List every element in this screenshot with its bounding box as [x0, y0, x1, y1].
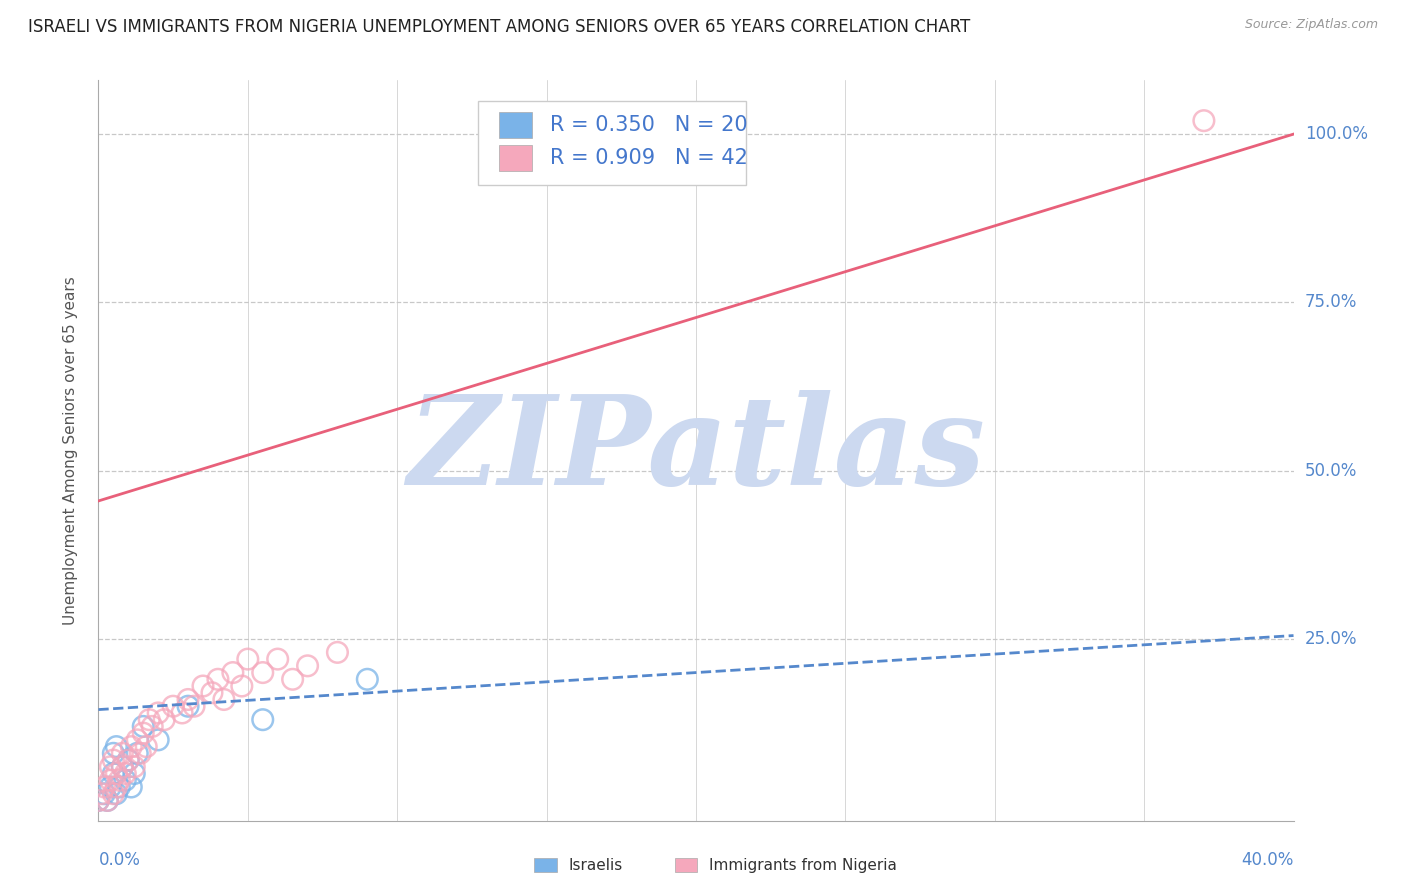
Point — [129, 747, 152, 761]
Point — [93, 780, 115, 794]
Point — [231, 679, 253, 693]
Point — [207, 673, 229, 687]
Point — [103, 766, 125, 780]
Text: 50.0%: 50.0% — [1305, 462, 1357, 480]
Text: 40.0%: 40.0% — [1241, 851, 1294, 869]
Point — [281, 673, 304, 687]
Point — [141, 719, 163, 733]
Point — [201, 686, 224, 700]
Point — [236, 652, 259, 666]
Y-axis label: Unemployment Among Seniors over 65 years: Unemployment Among Seniors over 65 years — [63, 277, 77, 624]
Text: 75.0%: 75.0% — [1305, 293, 1357, 311]
Text: Immigrants from Nigeria: Immigrants from Nigeria — [709, 858, 897, 872]
Point — [114, 766, 136, 780]
Point — [132, 719, 155, 733]
Point — [98, 780, 122, 794]
Point — [105, 787, 128, 801]
Point — [153, 713, 176, 727]
Point — [111, 747, 134, 761]
Point — [132, 726, 155, 740]
Text: Israelis: Israelis — [568, 858, 623, 872]
Point — [111, 760, 134, 774]
Text: 25.0%: 25.0% — [1305, 630, 1357, 648]
Point — [93, 787, 115, 801]
Point — [222, 665, 245, 680]
Point — [120, 780, 142, 794]
Point — [1192, 113, 1215, 128]
Point — [120, 739, 142, 754]
Point — [177, 692, 200, 706]
Text: 100.0%: 100.0% — [1305, 125, 1368, 143]
Point — [135, 739, 157, 754]
Point — [124, 766, 146, 780]
FancyBboxPatch shape — [499, 145, 533, 171]
Point — [252, 665, 274, 680]
Point — [98, 760, 122, 774]
Point — [108, 773, 131, 788]
FancyBboxPatch shape — [499, 112, 533, 137]
Point — [103, 753, 125, 767]
Point — [108, 780, 131, 794]
Point — [105, 739, 128, 754]
Point — [103, 747, 125, 761]
Text: R = 0.909   N = 42: R = 0.909 N = 42 — [550, 148, 748, 168]
Point — [191, 679, 214, 693]
Text: R = 0.350   N = 20: R = 0.350 N = 20 — [550, 115, 748, 135]
Point — [162, 699, 184, 714]
Point — [183, 699, 205, 714]
Point — [212, 692, 235, 706]
Point — [87, 793, 110, 807]
Text: ISRAELI VS IMMIGRANTS FROM NIGERIA UNEMPLOYMENT AMONG SENIORS OVER 65 YEARS CORR: ISRAELI VS IMMIGRANTS FROM NIGERIA UNEMP… — [28, 18, 970, 36]
Point — [148, 706, 170, 720]
Point — [105, 780, 128, 794]
Point — [297, 658, 319, 673]
Point — [172, 706, 194, 720]
Point — [177, 699, 200, 714]
FancyBboxPatch shape — [478, 101, 747, 186]
Point — [98, 773, 122, 788]
Text: Source: ZipAtlas.com: Source: ZipAtlas.com — [1244, 18, 1378, 31]
Point — [127, 732, 149, 747]
Point — [117, 753, 139, 767]
Point — [90, 787, 112, 801]
Point — [117, 753, 139, 767]
Point — [96, 793, 118, 807]
Point — [103, 787, 125, 801]
Point — [356, 673, 378, 687]
Text: 0.0%: 0.0% — [98, 851, 141, 869]
Point — [87, 793, 110, 807]
Point — [111, 760, 134, 774]
Point — [96, 793, 118, 807]
Text: ZIPatlas: ZIPatlas — [406, 390, 986, 511]
Point — [114, 773, 136, 788]
Point — [138, 713, 160, 727]
Point — [267, 652, 290, 666]
Point — [127, 747, 149, 761]
Point — [105, 766, 128, 780]
Point — [124, 760, 146, 774]
Point — [252, 713, 274, 727]
Point — [148, 732, 170, 747]
Point — [326, 645, 349, 659]
